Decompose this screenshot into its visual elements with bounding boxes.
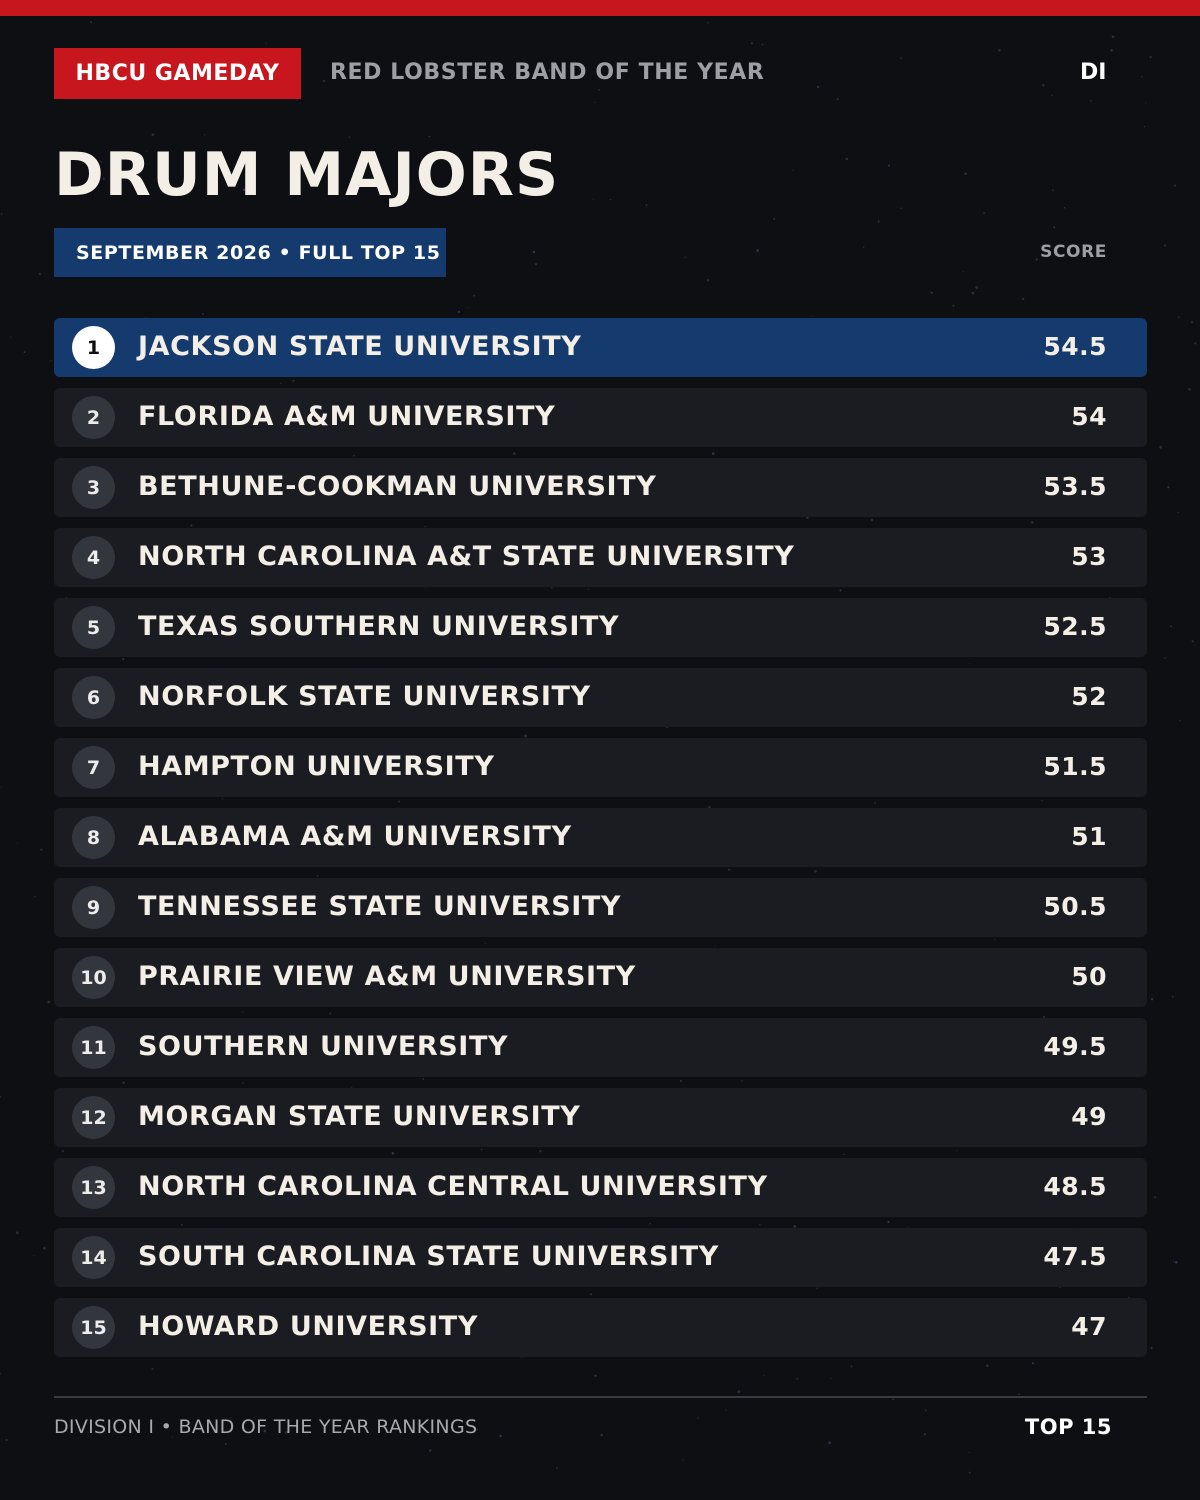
school-name: TENNESSEE STATE UNIVERSITY (138, 891, 622, 922)
rank-number: 6 (72, 676, 115, 719)
score-value: 52 (1071, 682, 1107, 711)
school-name: NORTH CAROLINA CENTRAL UNIVERSITY (138, 1171, 768, 1202)
score-value: 54.5 (1043, 332, 1107, 361)
school-name: SOUTHERN UNIVERSITY (138, 1031, 509, 1062)
school-name: NORFOLK STATE UNIVERSITY (138, 681, 591, 712)
rank-number: 7 (72, 746, 115, 789)
ranking-row: 3 BETHUNE-COOKMAN UNIVERSITY 53.5 (54, 458, 1147, 517)
score-value: 49 (1071, 1102, 1107, 1131)
school-name: MORGAN STATE UNIVERSITY (138, 1101, 581, 1132)
rank-number: 2 (72, 396, 115, 439)
score-value: 47.5 (1043, 1242, 1107, 1271)
ranking-row: 5 TEXAS SOUTHERN UNIVERSITY 52.5 (54, 598, 1147, 657)
score-value: 48.5 (1043, 1172, 1107, 1201)
score-value: 49.5 (1043, 1032, 1107, 1061)
ranking-row: 2 FLORIDA A&M UNIVERSITY 54 (54, 388, 1147, 447)
ranking-row: 7 HAMPTON UNIVERSITY 51.5 (54, 738, 1147, 797)
ranking-row: 6 NORFOLK STATE UNIVERSITY 52 (54, 668, 1147, 727)
score-value: 50 (1071, 962, 1107, 991)
score-value: 53 (1071, 542, 1107, 571)
rank-number: 8 (72, 816, 115, 859)
rank-number: 1 (72, 326, 115, 369)
rank-number: 14 (72, 1236, 115, 1279)
score-value: 47 (1071, 1312, 1107, 1341)
ranking-row: 15 HOWARD UNIVERSITY 47 (54, 1298, 1147, 1357)
ranking-row: 13 NORTH CAROLINA CENTRAL UNIVERSITY 48.… (54, 1158, 1147, 1217)
rank-number: 12 (72, 1096, 115, 1139)
top-accent-bar (0, 0, 1200, 16)
ranking-row: 8 ALABAMA A&M UNIVERSITY 51 (54, 808, 1147, 867)
score-value: 51.5 (1043, 752, 1107, 781)
rank-number: 3 (72, 466, 115, 509)
ranking-row: 14 SOUTH CAROLINA STATE UNIVERSITY 47.5 (54, 1228, 1147, 1287)
rank-number: 10 (72, 956, 115, 999)
score-value: 50.5 (1043, 892, 1107, 921)
ranking-row: 9 TENNESSEE STATE UNIVERSITY 50.5 (54, 878, 1147, 937)
score-column-header: SCORE (1040, 242, 1107, 262)
ranking-row: 11 SOUTHERN UNIVERSITY 49.5 (54, 1018, 1147, 1077)
school-name: PRAIRIE VIEW A&M UNIVERSITY (138, 961, 636, 992)
division-tag: DI (1080, 60, 1107, 85)
footer-divider (54, 1396, 1147, 1398)
rank-number: 4 (72, 536, 115, 579)
ranking-row: 1 JACKSON STATE UNIVERSITY 54.5 (54, 318, 1147, 377)
school-name: FLORIDA A&M UNIVERSITY (138, 401, 556, 432)
school-name: NORTH CAROLINA A&T STATE UNIVERSITY (138, 541, 795, 572)
school-name: TEXAS SOUTHERN UNIVERSITY (138, 611, 620, 642)
rank-number: 5 (72, 606, 115, 649)
school-name: HAMPTON UNIVERSITY (138, 751, 495, 782)
school-name: JACKSON STATE UNIVERSITY (138, 331, 582, 362)
rank-number: 13 (72, 1166, 115, 1209)
score-value: 52.5 (1043, 612, 1107, 641)
ranking-row: 4 NORTH CAROLINA A&T STATE UNIVERSITY 53 (54, 528, 1147, 587)
footer-caption: DIVISION I • BAND OF THE YEAR RANKINGS (54, 1416, 478, 1438)
rank-number: 11 (72, 1026, 115, 1069)
page-title: DRUM MAJORS (54, 140, 560, 210)
footer-count: TOP 15 (1024, 1415, 1112, 1439)
event-label: RED LOBSTER BAND OF THE YEAR (330, 60, 765, 85)
rank-number: 15 (72, 1306, 115, 1349)
score-value: 51 (1071, 822, 1107, 851)
ranking-row: 10 PRAIRIE VIEW A&M UNIVERSITY 50 (54, 948, 1147, 1007)
school-name: BETHUNE-COOKMAN UNIVERSITY (138, 471, 657, 502)
school-name: ALABAMA A&M UNIVERSITY (138, 821, 572, 852)
rank-number: 9 (72, 886, 115, 929)
rankings-list: 1 JACKSON STATE UNIVERSITY 54.5 2 FLORID… (54, 318, 1147, 1368)
brand-badge: HBCU GAMEDAY (54, 48, 301, 99)
school-name: SOUTH CAROLINA STATE UNIVERSITY (138, 1241, 719, 1272)
school-name: HOWARD UNIVERSITY (138, 1311, 478, 1342)
date-pill: SEPTEMBER 2026 • FULL TOP 15 (54, 228, 446, 277)
score-value: 53.5 (1043, 472, 1107, 501)
ranking-row: 12 MORGAN STATE UNIVERSITY 49 (54, 1088, 1147, 1147)
score-value: 54 (1071, 402, 1107, 431)
